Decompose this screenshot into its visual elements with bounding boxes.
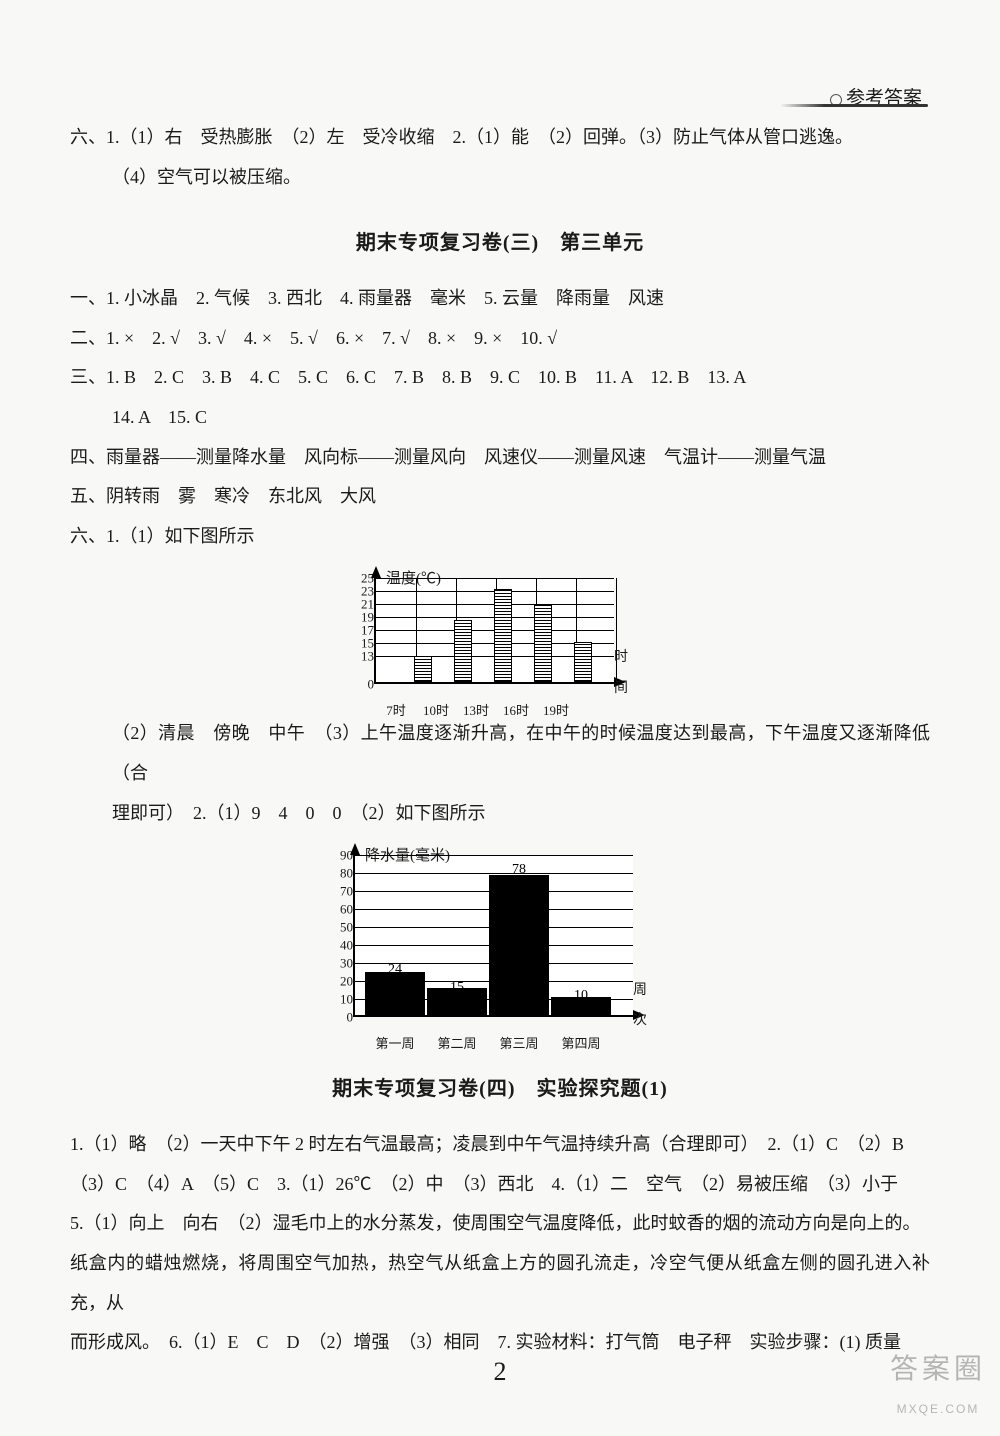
header-underline bbox=[780, 104, 928, 107]
content-area: 六、1.（1）右 受热膨胀 （2）左 受冷收缩 2.（1）能 （2）回弹。（3）… bbox=[70, 118, 930, 1363]
block1-line2: （4）空气可以被压缩。 bbox=[70, 158, 930, 198]
page-number: 2 bbox=[494, 1343, 507, 1400]
s3-after-a: （2）清晨 傍晚 中午 （3）上午温度逐渐升高，在中午的时候温度达到最高，下午温… bbox=[70, 714, 930, 793]
s4-l1: 1.（1）略 （2）一天中下午 2 时左右气温最高；凌晨到中午气温持续升高（合理… bbox=[70, 1125, 930, 1165]
watermark: 答案圈 MXQE.COM bbox=[890, 1338, 986, 1422]
watermark-line2: MXQE.COM bbox=[890, 1396, 986, 1422]
s3-l3: 三、1. B 2. C 3. B 4. C 5. C 6. C 7. B 8. … bbox=[70, 358, 930, 398]
s3-l2: 二、1. × 2. √ 3. √ 4. × 5. √ 6. × 7. √ 8. … bbox=[70, 319, 930, 359]
s3-l6: 六、1.（1）如下图所示 bbox=[70, 517, 930, 557]
s4-l3: 5.（1）向上 向右 （2）湿毛巾上的水分蒸发，使周围空气温度降低，此时蚊香的烟… bbox=[70, 1204, 930, 1244]
precipitation-chart: 9080706050403020100降水量(毫米)24157810第一周第二周… bbox=[327, 841, 673, 1043]
chart2-wrap: 9080706050403020100降水量(毫米)24157810第一周第二周… bbox=[70, 841, 930, 1043]
section3-title: 期末专项复习卷(三) 第三单元 bbox=[70, 221, 930, 265]
s3-l1: 一、1. 小冰晶 2. 气候 3. 西北 4. 雨量器 毫米 5. 云量 降雨量… bbox=[70, 279, 930, 319]
s4-l4: 纸盒内的蜡烛燃烧，将周围空气加热，热空气从纸盒上方的圆孔流走，冷空气便从纸盒左侧… bbox=[70, 1244, 930, 1323]
s4-l2: （3）C （4）A （5）C 3.（1）26℃ （2）中 （3）西北 4.（1）… bbox=[70, 1165, 930, 1205]
block1-line1: 六、1.（1）右 受热膨胀 （2）左 受冷收缩 2.（1）能 （2）回弹。（3）… bbox=[70, 118, 930, 158]
page-header-label: 参考答案 bbox=[830, 78, 922, 120]
chart1-wrap: 252321191715130温度(℃)7时10时13时16时19时时间 bbox=[70, 564, 930, 710]
s3-l3b: 14. A 15. C bbox=[70, 398, 930, 438]
watermark-line1: 答案圈 bbox=[890, 1338, 986, 1400]
temperature-chart: 252321191715130温度(℃)7时10时13时16时19时时间 bbox=[346, 564, 654, 710]
section4-title: 期末专项复习卷(四) 实验探究题(1) bbox=[70, 1067, 930, 1111]
s3-l4: 四、雨量器——测量降水量 风向标——测量风向 风速仪——测量风速 气温计——测量… bbox=[70, 438, 930, 478]
s3-after-b: 理即可） 2.（1）9 4 0 0 （2）如下图所示 bbox=[70, 794, 930, 834]
s3-l5: 五、阴转雨 雾 寒冷 东北风 大风 bbox=[70, 477, 930, 517]
